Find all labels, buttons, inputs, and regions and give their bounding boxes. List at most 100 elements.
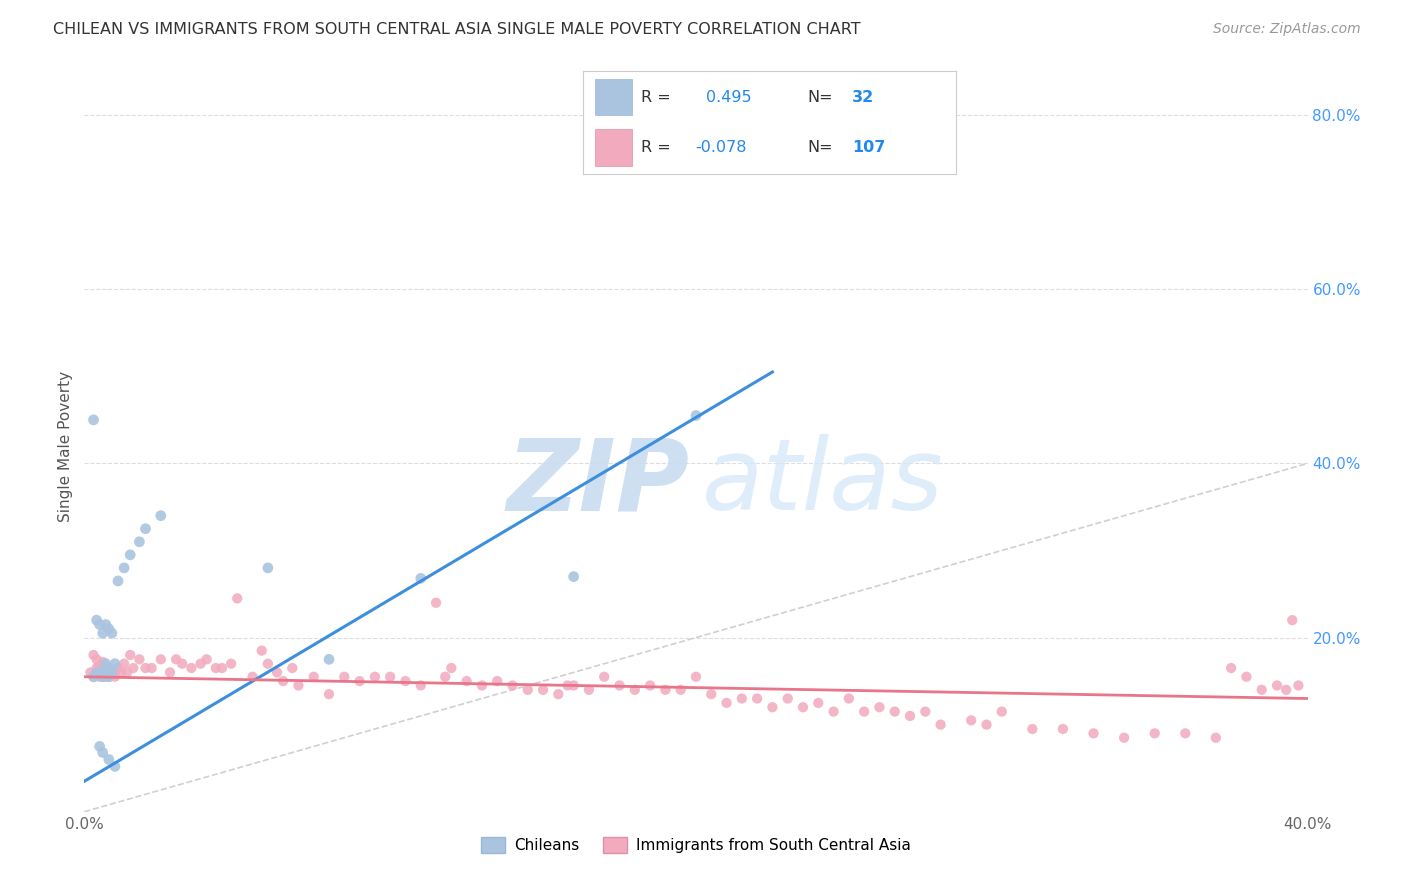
Point bbox=[101, 665, 124, 680]
Point bbox=[91, 655, 114, 669]
Text: R =: R = bbox=[641, 140, 671, 155]
Point bbox=[190, 657, 212, 671]
Bar bbox=[595, 78, 631, 115]
Point bbox=[86, 665, 108, 680]
Point bbox=[1275, 682, 1298, 697]
Point bbox=[205, 661, 228, 675]
Point bbox=[456, 674, 478, 689]
Point bbox=[807, 696, 830, 710]
Point bbox=[318, 687, 340, 701]
Point bbox=[94, 665, 117, 680]
Point bbox=[333, 670, 356, 684]
Point bbox=[89, 658, 111, 673]
Point bbox=[557, 678, 579, 692]
Text: 32: 32 bbox=[852, 89, 875, 104]
Point bbox=[1052, 722, 1074, 736]
Point bbox=[349, 674, 371, 689]
Point bbox=[853, 705, 876, 719]
Point bbox=[120, 548, 142, 562]
Point bbox=[638, 678, 661, 692]
Bar bbox=[595, 128, 631, 166]
Point bbox=[89, 665, 111, 680]
Point bbox=[97, 661, 120, 675]
Point bbox=[1286, 678, 1309, 692]
Point bbox=[434, 670, 457, 684]
Point bbox=[115, 665, 138, 680]
Point bbox=[91, 626, 114, 640]
Point bbox=[502, 678, 524, 692]
Point bbox=[149, 508, 172, 523]
Point bbox=[792, 700, 814, 714]
Point bbox=[104, 670, 127, 684]
Point bbox=[83, 670, 105, 684]
Point bbox=[266, 665, 288, 680]
Point bbox=[89, 739, 111, 754]
Point bbox=[110, 665, 132, 680]
Point bbox=[226, 591, 249, 606]
Point bbox=[250, 643, 273, 657]
Point bbox=[135, 522, 157, 536]
Point bbox=[471, 678, 494, 692]
Point bbox=[107, 574, 129, 588]
Point bbox=[593, 670, 616, 684]
Text: N=: N= bbox=[807, 89, 832, 104]
Point bbox=[731, 691, 754, 706]
Point bbox=[302, 670, 325, 684]
Point bbox=[257, 561, 280, 575]
Point bbox=[914, 705, 936, 719]
Point bbox=[83, 670, 105, 684]
Point bbox=[104, 759, 127, 773]
Point bbox=[101, 665, 124, 680]
Text: ZIP: ZIP bbox=[506, 434, 690, 531]
Point bbox=[1114, 731, 1136, 745]
Text: Source: ZipAtlas.com: Source: ZipAtlas.com bbox=[1213, 22, 1361, 37]
Point bbox=[79, 665, 101, 680]
Point bbox=[685, 409, 707, 423]
Point bbox=[94, 670, 117, 684]
Point bbox=[823, 705, 845, 719]
Point bbox=[562, 678, 585, 692]
Point bbox=[159, 665, 181, 680]
Point bbox=[104, 665, 127, 680]
Point bbox=[1083, 726, 1105, 740]
Point bbox=[141, 661, 163, 675]
Point bbox=[120, 648, 142, 662]
Legend: Chileans, Immigrants from South Central Asia: Chileans, Immigrants from South Central … bbox=[475, 830, 917, 859]
Point bbox=[271, 674, 294, 689]
Point bbox=[91, 670, 114, 684]
Point bbox=[89, 617, 111, 632]
Point bbox=[97, 670, 120, 684]
Point bbox=[578, 682, 600, 697]
Point bbox=[440, 661, 463, 675]
Point bbox=[94, 661, 117, 675]
Point bbox=[747, 691, 769, 706]
Point bbox=[91, 661, 114, 675]
Point bbox=[172, 657, 194, 671]
Point bbox=[838, 691, 860, 706]
Point bbox=[1220, 661, 1243, 675]
Point bbox=[86, 613, 108, 627]
Point bbox=[1143, 726, 1166, 740]
Point bbox=[929, 717, 952, 731]
Y-axis label: Single Male Poverty: Single Male Poverty bbox=[58, 370, 73, 522]
Point bbox=[83, 648, 105, 662]
Point bbox=[1205, 731, 1227, 745]
Point bbox=[976, 717, 998, 731]
Point bbox=[685, 670, 707, 684]
Point bbox=[364, 670, 387, 684]
Point bbox=[609, 678, 631, 692]
Point bbox=[91, 670, 114, 684]
Point bbox=[242, 670, 264, 684]
Point bbox=[1021, 722, 1043, 736]
Point bbox=[761, 700, 783, 714]
Point bbox=[716, 696, 738, 710]
Point bbox=[1236, 670, 1258, 684]
Point bbox=[149, 652, 172, 666]
Point bbox=[1174, 726, 1197, 740]
Point bbox=[654, 682, 676, 697]
Point bbox=[94, 657, 117, 671]
Point bbox=[380, 670, 402, 684]
Text: 107: 107 bbox=[852, 140, 886, 155]
Point bbox=[135, 661, 157, 675]
Text: CHILEAN VS IMMIGRANTS FROM SOUTH CENTRAL ASIA SINGLE MALE POVERTY CORRELATION CH: CHILEAN VS IMMIGRANTS FROM SOUTH CENTRAL… bbox=[53, 22, 860, 37]
